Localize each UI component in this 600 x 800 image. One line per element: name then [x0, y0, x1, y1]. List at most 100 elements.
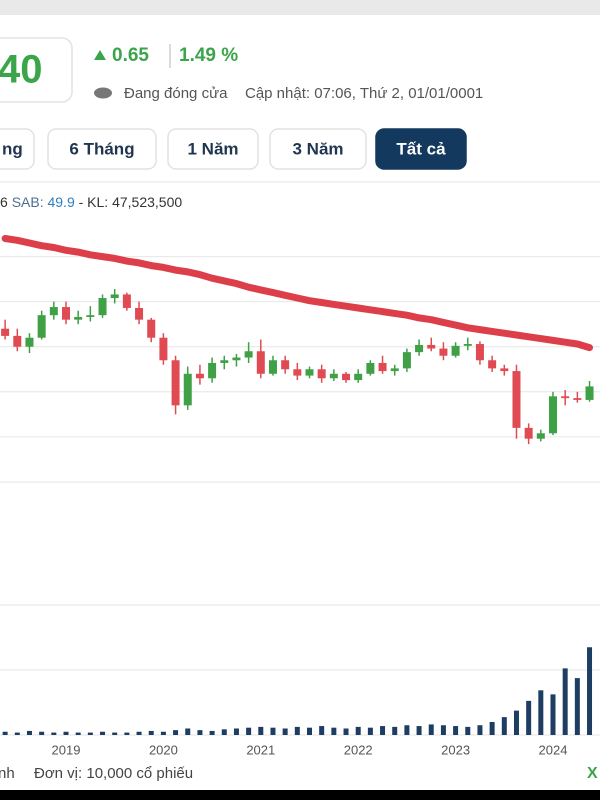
button-label[interactable]: ng — [2, 139, 23, 158]
price-change-pct: 1.49 % — [179, 45, 238, 66]
candle-body — [183, 373, 192, 406]
button-label[interactable]: 3 Năm — [292, 139, 343, 158]
volume-bar — [355, 726, 361, 735]
button-bg[interactable] — [375, 128, 467, 170]
candle-body — [293, 369, 302, 376]
range-button[interactable]: Tất cả — [375, 128, 467, 170]
candle-body — [524, 427, 533, 439]
range-button[interactable]: 6 Tháng — [47, 128, 157, 170]
candle-body — [512, 371, 521, 428]
candle-body — [342, 373, 351, 381]
volume-bar — [246, 727, 252, 735]
volume-bar — [526, 700, 532, 735]
top-bar — [0, 0, 600, 15]
up-arrow — [94, 50, 106, 60]
volume-bar — [39, 731, 45, 735]
volume-bar — [2, 731, 8, 735]
candle-body — [49, 307, 58, 316]
candle-body — [195, 373, 204, 379]
volume-bar — [197, 730, 203, 735]
button-bg[interactable] — [47, 128, 157, 170]
volume-bar — [465, 726, 471, 735]
candle-body — [415, 344, 424, 353]
candle-body — [244, 351, 253, 358]
info-ma: 49.9 — [47, 194, 74, 210]
volume-bar — [587, 647, 593, 735]
volume-bar — [538, 690, 544, 735]
candle-body — [110, 294, 119, 299]
x-tick-label: 2023 — [441, 742, 470, 757]
range-button[interactable]: 3 Năm — [269, 128, 367, 170]
candle-body — [232, 357, 241, 361]
volume-bar — [173, 730, 179, 735]
volume-bar — [14, 732, 20, 735]
volume-bar — [185, 728, 191, 735]
volume-bar — [319, 726, 325, 735]
volume-bar — [416, 726, 422, 735]
candle-body — [451, 345, 460, 356]
volume-bar — [160, 731, 166, 735]
price-box — [0, 37, 73, 103]
volume-bar — [501, 717, 507, 735]
button-bg[interactable] — [0, 128, 35, 170]
volume-bar — [148, 730, 154, 735]
candle-body — [86, 315, 95, 317]
footer-left: nh — [0, 765, 15, 782]
volume-bar — [209, 730, 215, 735]
candle-body — [500, 368, 509, 372]
button-bg[interactable] — [167, 128, 259, 170]
candle-body — [256, 351, 265, 374]
volume-bar — [550, 694, 556, 735]
footer-right: X — [587, 765, 598, 782]
volume-bar — [343, 728, 349, 735]
range-button[interactable]: 1 Năm — [167, 128, 259, 170]
candle-body — [1, 328, 10, 336]
candle-body — [281, 360, 290, 370]
candle-body — [122, 294, 131, 308]
volume-unit: Đơn vị: 10,000 cổ phiếu — [34, 765, 193, 782]
candle-body — [475, 344, 484, 361]
x-tick-label: 2024 — [539, 742, 568, 757]
candle-body — [463, 344, 472, 346]
volume-bar — [574, 678, 580, 735]
volume-bar — [307, 727, 312, 735]
candle-body — [573, 398, 582, 400]
x-tick-label: 2021 — [246, 742, 275, 757]
button-label[interactable]: Tất cả — [396, 139, 446, 158]
candle-body — [305, 369, 314, 376]
range-button[interactable]: ng — [0, 128, 35, 170]
volume-bar — [440, 725, 446, 735]
volume-bar — [87, 732, 93, 735]
volume-bar — [63, 731, 69, 735]
volume-bar — [513, 710, 519, 735]
volume-bar — [233, 728, 239, 735]
info-line: 6 SAB: 49.9 - KL: 47,523,500 — [0, 194, 182, 210]
candle-body — [159, 337, 168, 361]
candle-body — [317, 369, 326, 379]
volume-bar — [380, 726, 386, 735]
candle-body — [147, 319, 156, 338]
volume-bar — [477, 725, 483, 735]
volume-bar — [331, 727, 337, 735]
volume-bar — [270, 727, 276, 735]
volume-bar — [294, 726, 300, 735]
candle-body — [536, 433, 545, 439]
button-label[interactable]: 1 Năm — [187, 139, 238, 158]
volume-bar — [124, 732, 130, 735]
candle-body — [439, 348, 448, 356]
candle-body — [488, 360, 497, 369]
candle-body — [13, 335, 22, 347]
candle-body — [171, 360, 180, 406]
candle-body — [268, 360, 277, 374]
status-dot — [94, 87, 112, 99]
x-tick-label: 2022 — [344, 742, 373, 757]
volume-bar — [136, 731, 142, 735]
update-time: Cập nhật: 07:06, Thứ 2, 01/01/0001 — [245, 85, 483, 102]
candle-body — [549, 396, 557, 434]
volume-bar — [26, 730, 32, 735]
volume-bar — [258, 726, 264, 735]
button-label[interactable]: 6 Tháng — [69, 139, 134, 158]
button-bg[interactable] — [269, 128, 367, 170]
candle-body — [561, 396, 570, 399]
moving-average — [1, 235, 593, 352]
